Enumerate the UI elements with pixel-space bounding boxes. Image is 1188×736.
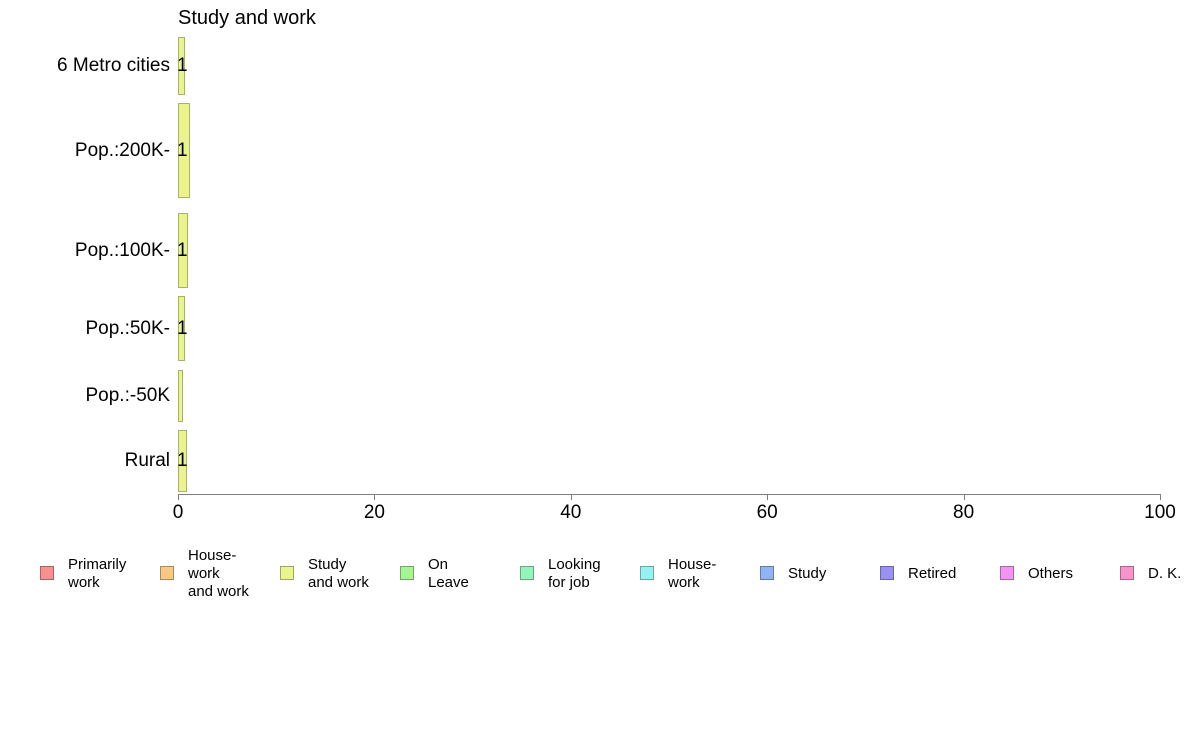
value-label: 1 [177, 55, 188, 76]
category-label: Pop.:50K- [85, 317, 171, 339]
legend-label-line: Leave [428, 574, 469, 591]
legend-label-line: and work [308, 574, 369, 591]
legend-label-line: On [428, 556, 449, 573]
bar [178, 103, 190, 198]
legend-label: Primarily work [68, 556, 126, 592]
value-label: 1 [177, 139, 188, 161]
legend-label-line: Study [788, 565, 827, 582]
x-axis-tick [374, 494, 376, 500]
legend-label: On Leave [428, 556, 469, 592]
x-axis-tick-label: 0 [172, 502, 184, 523]
legend-label-line: Study [308, 556, 347, 573]
x-axis-tick-label: 100 [1144, 502, 1176, 523]
value-label: 1 [177, 239, 188, 261]
x-axis-tick-label: 60 [756, 502, 778, 523]
x-axis-tick-label: 20 [363, 502, 385, 523]
legend-label: House-work and work [188, 547, 249, 601]
legend-label-line: and work [188, 583, 249, 600]
legend-label: Others [1028, 565, 1073, 583]
legend-label: Study and work [308, 556, 369, 592]
x-axis-line [178, 494, 1160, 495]
legend-label: Study [788, 565, 826, 583]
category-label: Pop.:100K- [74, 239, 170, 261]
category-label: Pop.:-50K [85, 385, 171, 406]
x-axis-tick [1160, 494, 1161, 500]
legend-label-line: work [68, 574, 100, 591]
category-label: Pop.:200K- [74, 139, 170, 161]
x-axis-tick [963, 494, 965, 500]
bar [178, 370, 183, 422]
value-label: 1 [177, 317, 188, 339]
legend-swatch [640, 566, 654, 580]
legend-label-line: for job [548, 574, 590, 591]
value-label: 1 [177, 450, 188, 471]
legend-swatch [520, 566, 534, 580]
bar [178, 430, 187, 492]
category-label: Rural [124, 450, 170, 471]
legend-label-line: House- [188, 547, 237, 564]
legend-label-line: House- [668, 556, 717, 573]
legend-label-line: Primarily [68, 556, 127, 573]
legend-label-line: D. K. [1148, 565, 1182, 582]
legend-label: Retired [908, 565, 956, 583]
bar [178, 37, 185, 95]
x-axis-tick-label: 40 [560, 502, 582, 523]
legend-label: Looking for job [548, 556, 601, 592]
legend-label-line: work [188, 565, 220, 582]
legend-swatch [160, 566, 174, 580]
legend-swatch [880, 566, 894, 580]
legend-label-line: Others [1028, 565, 1074, 582]
legend-swatch [40, 566, 54, 580]
bar [178, 213, 188, 288]
x-axis-tick [570, 494, 572, 500]
legend-swatch [400, 566, 414, 580]
legend-label: D. K. [1148, 565, 1181, 583]
legend-label-line: Retired [908, 565, 957, 582]
category-label: 6 Metro cities [57, 55, 170, 76]
legend-swatch [760, 566, 774, 580]
legend-label-line: Looking [548, 556, 601, 573]
x-axis-tick [178, 494, 179, 500]
x-axis-tick-label: 80 [953, 502, 975, 523]
legend-label-line: work [668, 574, 700, 591]
legend-swatch [1000, 566, 1014, 580]
legend-label: House-work [668, 556, 716, 592]
x-axis-tick [767, 494, 769, 500]
bar [178, 296, 185, 361]
legend-swatch [1120, 566, 1134, 580]
legend-swatch [280, 566, 294, 580]
chart-title: Study and work [178, 7, 316, 29]
